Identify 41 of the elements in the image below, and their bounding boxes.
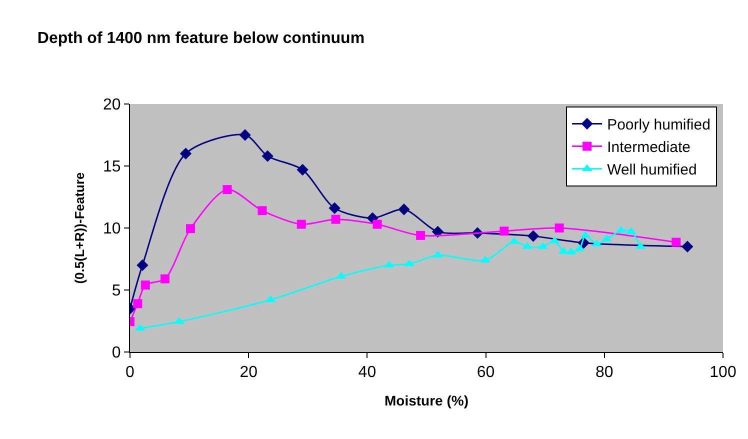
x-tick-label: 40 — [358, 364, 376, 382]
point — [404, 259, 414, 266]
point — [682, 240, 694, 252]
x-tick-label: 60 — [476, 364, 495, 382]
point — [140, 280, 150, 290]
point — [500, 226, 509, 236]
point — [527, 230, 540, 242]
point — [672, 238, 681, 247]
point — [133, 299, 142, 308]
x-axis-title: Moisture (%) — [384, 392, 468, 408]
y-tick-label: 20 — [103, 96, 121, 114]
y-tick-label: 10 — [103, 220, 121, 238]
point — [222, 185, 232, 194]
point — [328, 202, 340, 214]
point — [296, 164, 308, 176]
point — [180, 148, 192, 160]
x-tick-label: 80 — [596, 364, 614, 382]
y-tick-label: 0 — [112, 344, 121, 362]
x-tick-label: 100 — [710, 364, 736, 382]
point — [186, 224, 195, 234]
y-tick-label: 15 — [103, 158, 121, 176]
x-tick-label: 20 — [240, 364, 258, 382]
point — [554, 224, 564, 232]
x-tick-label: 0 — [126, 364, 135, 382]
point — [262, 150, 274, 162]
y-tick-label: 5 — [112, 282, 121, 300]
y-axis-title: (0.5(L+R))-Feature — [72, 172, 87, 284]
point — [258, 206, 267, 216]
point — [416, 230, 426, 240]
legend-label: Intermediate — [607, 139, 690, 156]
point — [239, 129, 251, 141]
point — [398, 204, 410, 216]
point — [372, 220, 382, 229]
point — [296, 220, 306, 229]
point — [160, 274, 170, 284]
chart-title: Depth of 1400 nm feature below continuum — [37, 30, 365, 47]
legend-label: Poorly humified — [607, 116, 710, 134]
point — [136, 259, 148, 272]
point — [432, 250, 443, 258]
legend-label: Well humified — [607, 162, 697, 179]
point — [331, 214, 340, 224]
